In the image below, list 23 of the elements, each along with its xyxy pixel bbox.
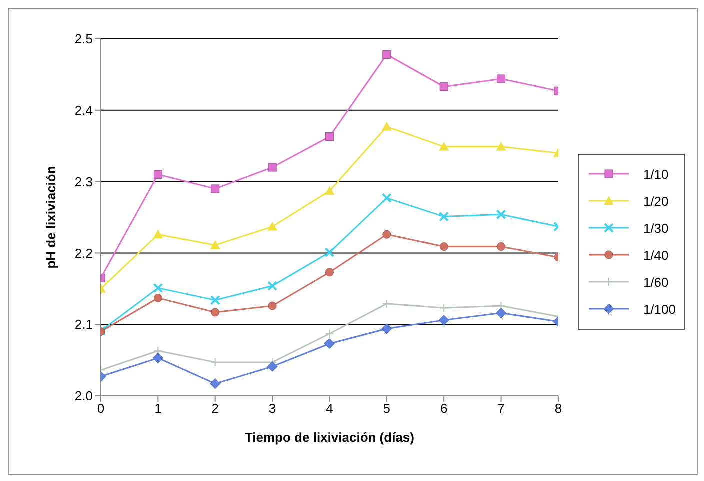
x-tick-label: 4: [326, 401, 334, 416]
x-tick-label: 7: [498, 401, 505, 416]
legend-label: 1/60: [643, 274, 669, 290]
legend-label: 1/100: [643, 302, 676, 316]
y-tick-label: 2.2: [74, 246, 93, 261]
x-tick-label: 3: [268, 401, 276, 416]
y-tick-label: 2.5: [74, 32, 93, 47]
x-tick-label: 1: [154, 401, 162, 416]
y-tick-label: 2.4: [74, 103, 93, 118]
y-tick-label: 2.1: [74, 317, 93, 332]
x-tick-label: 5: [383, 401, 391, 416]
x-tick-label: 6: [440, 401, 448, 416]
x-tick-label: 8: [554, 401, 562, 416]
x-tick-label: 2: [212, 401, 219, 416]
y-tick-label: 2.3: [74, 174, 93, 190]
x-tick-label: 0: [97, 401, 105, 416]
y-axis-title: pH de lixiviación: [44, 166, 59, 269]
x-axis-title: Tiempo de lixiviación (días): [244, 430, 414, 445]
legend-label: 1/10: [643, 166, 669, 182]
legend-label: 1/20: [643, 194, 669, 208]
legend-label: 1/40: [643, 248, 669, 262]
legend-label: 1/30: [643, 220, 669, 236]
y-tick-label: 2.0: [74, 388, 93, 404]
